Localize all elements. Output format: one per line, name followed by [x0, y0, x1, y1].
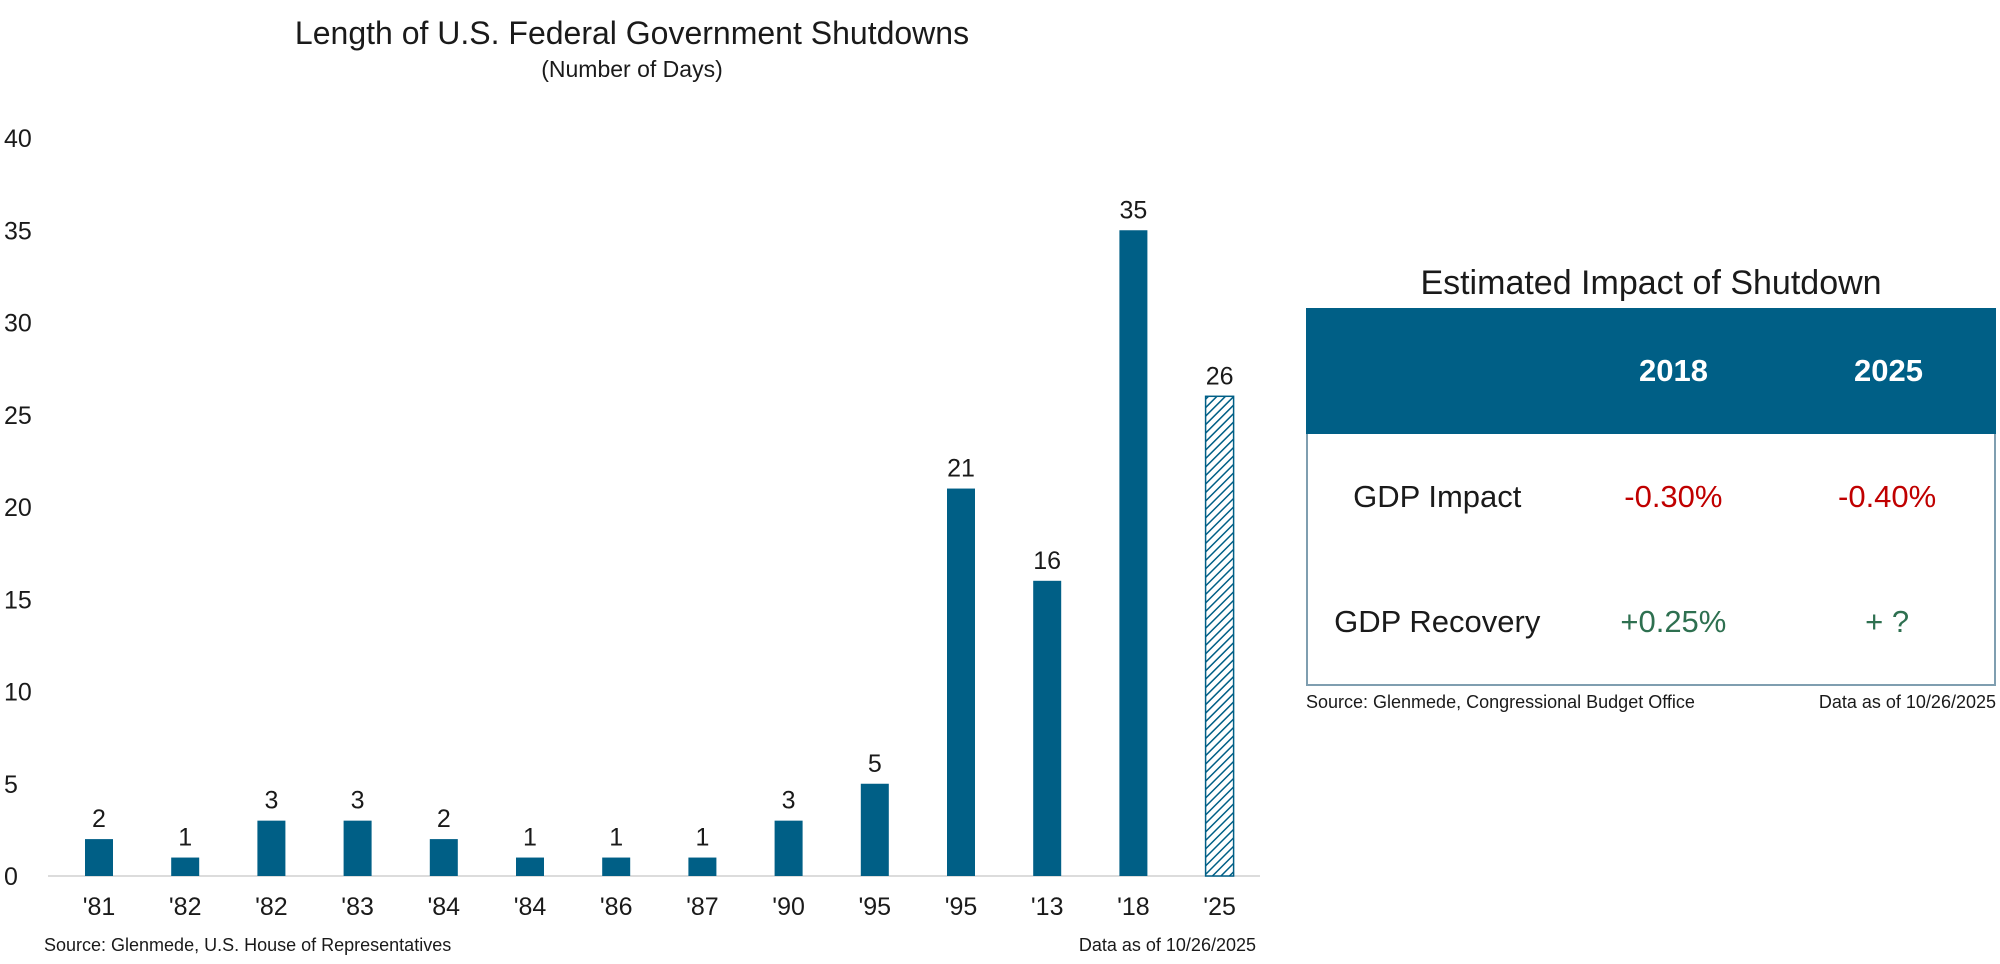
y-tick-label: 5	[4, 771, 18, 799]
bar	[171, 857, 200, 876]
bar	[1033, 580, 1062, 876]
row-label-gdp-recovery: GDP Recovery	[1334, 603, 1541, 639]
x-tick-label: '82	[169, 893, 202, 921]
data-label: 1	[523, 824, 537, 852]
bar	[516, 857, 544, 876]
data-label: 3	[782, 787, 796, 815]
data-label: 5	[868, 750, 882, 778]
x-tick-label: '95	[859, 893, 892, 921]
chart-subtitle: (Number of Days)	[541, 56, 722, 82]
x-tick-label: '81	[83, 893, 116, 921]
y-tick-label: 25	[4, 402, 32, 430]
impact-source-note: Source: Glenmede, Congressional Budget O…	[1306, 692, 1695, 712]
data-label: 2	[92, 805, 106, 833]
x-tick-label: '84	[428, 893, 461, 921]
bar	[860, 783, 889, 876]
chart-source-note: Source: Glenmede, U.S. House of Represen…	[44, 935, 451, 955]
table-row: GDP Impact -0.30% -0.40%	[1308, 434, 1994, 559]
data-label: 3	[264, 787, 278, 815]
header-col-2025: 2025	[1854, 353, 1923, 388]
x-axis: '81 '82 '82 '83 '84 '84 '86 '87 '90 '95 '95 '13 '18 '…	[83, 893, 1236, 921]
data-label: 35	[1119, 196, 1147, 224]
x-tick-label: '83	[341, 893, 374, 921]
bar	[85, 839, 113, 876]
x-tick-label: '84	[514, 893, 547, 921]
bar	[257, 820, 286, 876]
bar	[602, 857, 631, 876]
y-tick-label: 20	[4, 494, 32, 522]
impact-table-footer: Source: Glenmede, Congressional Budget O…	[1306, 692, 1996, 713]
gdp-recovery-2025: + ?	[1865, 603, 1910, 639]
y-tick-label: 0	[4, 863, 18, 891]
data-label: 16	[1033, 547, 1061, 575]
y-tick-label: 40	[4, 125, 32, 153]
bar-ongoing	[1204, 395, 1235, 877]
data-label: 26	[1206, 362, 1234, 390]
y-tick-label: 15	[4, 586, 32, 614]
row-label-gdp-impact: GDP Impact	[1353, 478, 1522, 514]
chart-date-note: Data as of 10/26/2025	[1079, 935, 1256, 955]
x-tick-label: '90	[772, 893, 805, 921]
y-axis: 0 5 10 15 20 25 30 35 40	[4, 125, 32, 891]
y-tick-label: 35	[4, 217, 32, 245]
data-label: 1	[609, 824, 623, 852]
impact-table-title: Estimated Impact of Shutdown	[1420, 264, 1882, 302]
bar	[429, 839, 458, 876]
bar	[947, 488, 975, 876]
impact-panel: Estimated Impact of Shutdown 2018 2025 G…	[1306, 258, 1996, 713]
x-tick-label: '95	[945, 893, 978, 921]
table-row: GDP Recovery +0.25% + ?	[1308, 559, 1994, 684]
data-label: 3	[351, 787, 365, 815]
bar	[774, 820, 803, 876]
bar	[688, 857, 717, 876]
data-label: 2	[437, 805, 451, 833]
bar	[1119, 230, 1148, 876]
shutdown-bar-chart: Length of U.S. Federal Government Shutdo…	[4, 15, 1260, 955]
data-label: 1	[178, 824, 192, 852]
x-tick-label: '25	[1203, 893, 1236, 921]
y-tick-label: 10	[4, 679, 32, 707]
gdp-recovery-2018: +0.25%	[1620, 603, 1727, 639]
x-tick-label: '86	[600, 893, 633, 921]
y-tick-label: 30	[4, 310, 32, 338]
x-tick-label: '82	[255, 893, 288, 921]
bar	[343, 820, 372, 876]
x-tick-label: '18	[1117, 893, 1150, 921]
impact-table-header: 2018 2025	[1306, 308, 1996, 434]
chart-title: Length of U.S. Federal Government Shutdo…	[295, 15, 969, 51]
gdp-impact-2025: -0.40%	[1838, 478, 1937, 514]
data-label: 1	[695, 824, 709, 852]
impact-table: 2018 2025 GDP Impact -0.30% -0.40% GDP R…	[1306, 308, 1996, 686]
data-label: 21	[947, 455, 975, 483]
impact-date-note: Data as of 10/26/2025	[1818, 692, 1996, 712]
header-col-2018: 2018	[1639, 353, 1708, 388]
gdp-impact-2018: -0.30%	[1624, 478, 1723, 514]
x-tick-label: '13	[1031, 893, 1064, 921]
x-tick-label: '87	[686, 893, 719, 921]
